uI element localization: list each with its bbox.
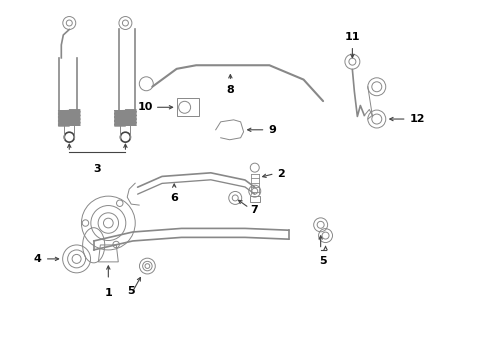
Circle shape	[121, 132, 130, 142]
Text: 4: 4	[34, 254, 42, 264]
Text: 12: 12	[410, 114, 425, 124]
Text: 11: 11	[344, 32, 360, 42]
Text: 5: 5	[127, 286, 135, 296]
Circle shape	[64, 132, 74, 142]
Text: 2: 2	[277, 168, 284, 179]
Text: 9: 9	[269, 125, 276, 135]
Text: 1: 1	[104, 288, 112, 298]
Text: 7: 7	[250, 205, 258, 215]
Bar	[250, 195, 260, 202]
Text: 10: 10	[137, 102, 153, 112]
Text: 5: 5	[319, 256, 327, 266]
Bar	[177, 98, 198, 116]
Text: 6: 6	[171, 193, 178, 203]
Text: 3: 3	[94, 164, 101, 174]
Text: 8: 8	[226, 85, 234, 95]
